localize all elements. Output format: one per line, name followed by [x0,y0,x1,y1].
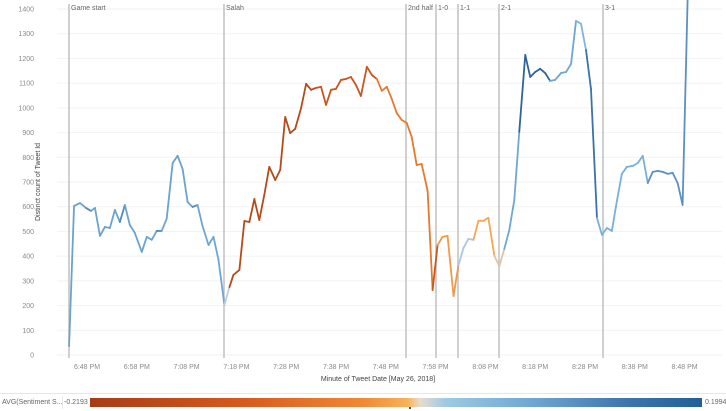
x-tick-label: 8:08 PM [472,364,498,371]
legend-min-value: -0.2193 [64,399,88,406]
color-legend: AVG(Sentiment S... -0.2193 0.1994 [0,393,726,411]
annotation-label: 2-1 [501,5,511,12]
x-tick-label: 7:18 PM [223,364,249,371]
y-axis-ticks: 0 100 200 300 400 500 600 700 800 900 1000 1100 1200… [18,7,34,360]
x-tick-label: 6:58 PM [124,364,150,371]
y-tick-label: 1200 [18,56,34,63]
annotation-label: 1-1 [460,5,470,12]
y-tick-label: 100 [22,328,34,335]
x-tick-label: 8:48 PM [672,364,698,371]
annotation-label: Salah [226,5,244,12]
x-tick-label: 7:48 PM [373,364,399,371]
y-tick-label: 1000 [18,105,34,112]
gridlines [57,8,722,356]
x-tick-label: 8:18 PM [522,364,548,371]
x-tick-label: 8:38 PM [622,364,648,371]
legend-field-label[interactable]: AVG(Sentiment S... [2,399,63,406]
x-tick-label: 7:58 PM [423,364,449,371]
annotation-label: 3-1 [605,5,615,12]
y-tick-label: 1100 [19,81,34,88]
y-tick-label: 200 [22,303,34,310]
y-tick-label: 0 [30,353,34,360]
x-axis-title: Minute of Tweet Date [May 26, 2018] [321,376,435,383]
y-tick-label: 1400 [18,7,34,14]
y-tick-label: 500 [22,229,34,236]
tweet-count-line [68,0,689,348]
y-tick-label: 1300 [18,31,34,38]
legend-zero-marker [409,407,411,409]
y-tick-label: 300 [22,278,34,285]
x-tick-label: 7:28 PM [273,364,299,371]
y-tick-label: 900 [22,130,34,137]
x-axis-ticks: 6:48 PM 6:58 PM 7:08 PM 7:18 PM 7:28 PM 7:38 … [74,364,698,371]
legend-divider [62,396,63,409]
annotation-label: 1-0 [438,5,448,12]
event-annotations: Game start Salah 2nd half 1-0 1-1 2-1 3-1 [68,4,615,358]
y-axis-title: Distinct count of Tweet Id [35,143,42,221]
annotation-label: 2nd half [408,5,433,12]
y-tick-label: 800 [22,155,34,162]
x-tick-label: 8:28 PM [572,364,598,371]
x-tick-label: 7:08 PM [174,364,200,371]
line-chart: 0 100 200 300 400 500 600 700 800 900 1000 1100 1200… [18,0,722,383]
legend-max-value: 0.1994 [705,399,726,406]
x-tick-label: 7:38 PM [323,364,349,371]
legend-color-ramp [90,398,702,407]
y-tick-label: 400 [22,254,34,261]
annotation-label: Game start [71,5,106,12]
x-tick-label: 6:48 PM [74,364,100,371]
y-tick-label: 600 [22,204,34,211]
y-tick-label: 700 [22,180,34,187]
